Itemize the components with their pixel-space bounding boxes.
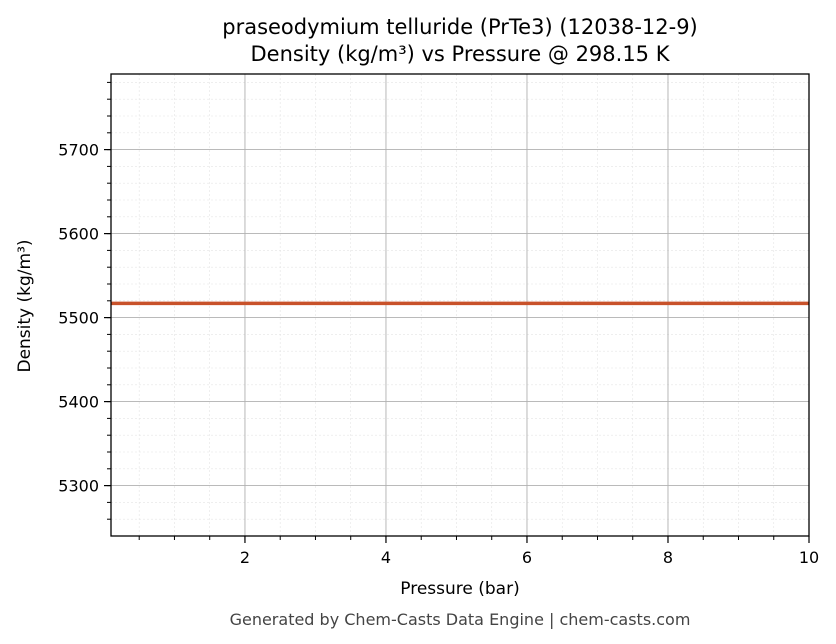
- y-tick-label: 5500: [58, 309, 99, 328]
- footer-credit: Generated by Chem-Casts Data Engine | ch…: [230, 610, 691, 629]
- chart-title: praseodymium telluride (PrTe3) (12038-12…: [222, 15, 698, 39]
- y-tick-label: 5700: [58, 141, 99, 160]
- x-tick-label: 2: [240, 548, 250, 567]
- x-tick-label: 8: [663, 548, 673, 567]
- x-tick-label: 10: [799, 548, 819, 567]
- y-tick-label: 5600: [58, 225, 99, 244]
- axis-ticks: [104, 81, 810, 543]
- y-axis-label: Density (kg/m³): [15, 239, 35, 372]
- x-tick-label: 6: [522, 548, 532, 567]
- minor-grid: [111, 74, 809, 536]
- y-tick-label: 5300: [58, 477, 99, 496]
- plot-frame: [110, 73, 810, 537]
- chart-subtitle: Density (kg/m³) vs Pressure @ 298.15 K: [250, 42, 670, 66]
- x-tick-label: 4: [381, 548, 391, 567]
- y-tick-label: 5400: [58, 393, 99, 412]
- x-axis-label: Pressure (bar): [400, 579, 519, 599]
- tick-labels: 2 4 6 8 10 5300 5400 5500 5600 5700: [58, 141, 819, 567]
